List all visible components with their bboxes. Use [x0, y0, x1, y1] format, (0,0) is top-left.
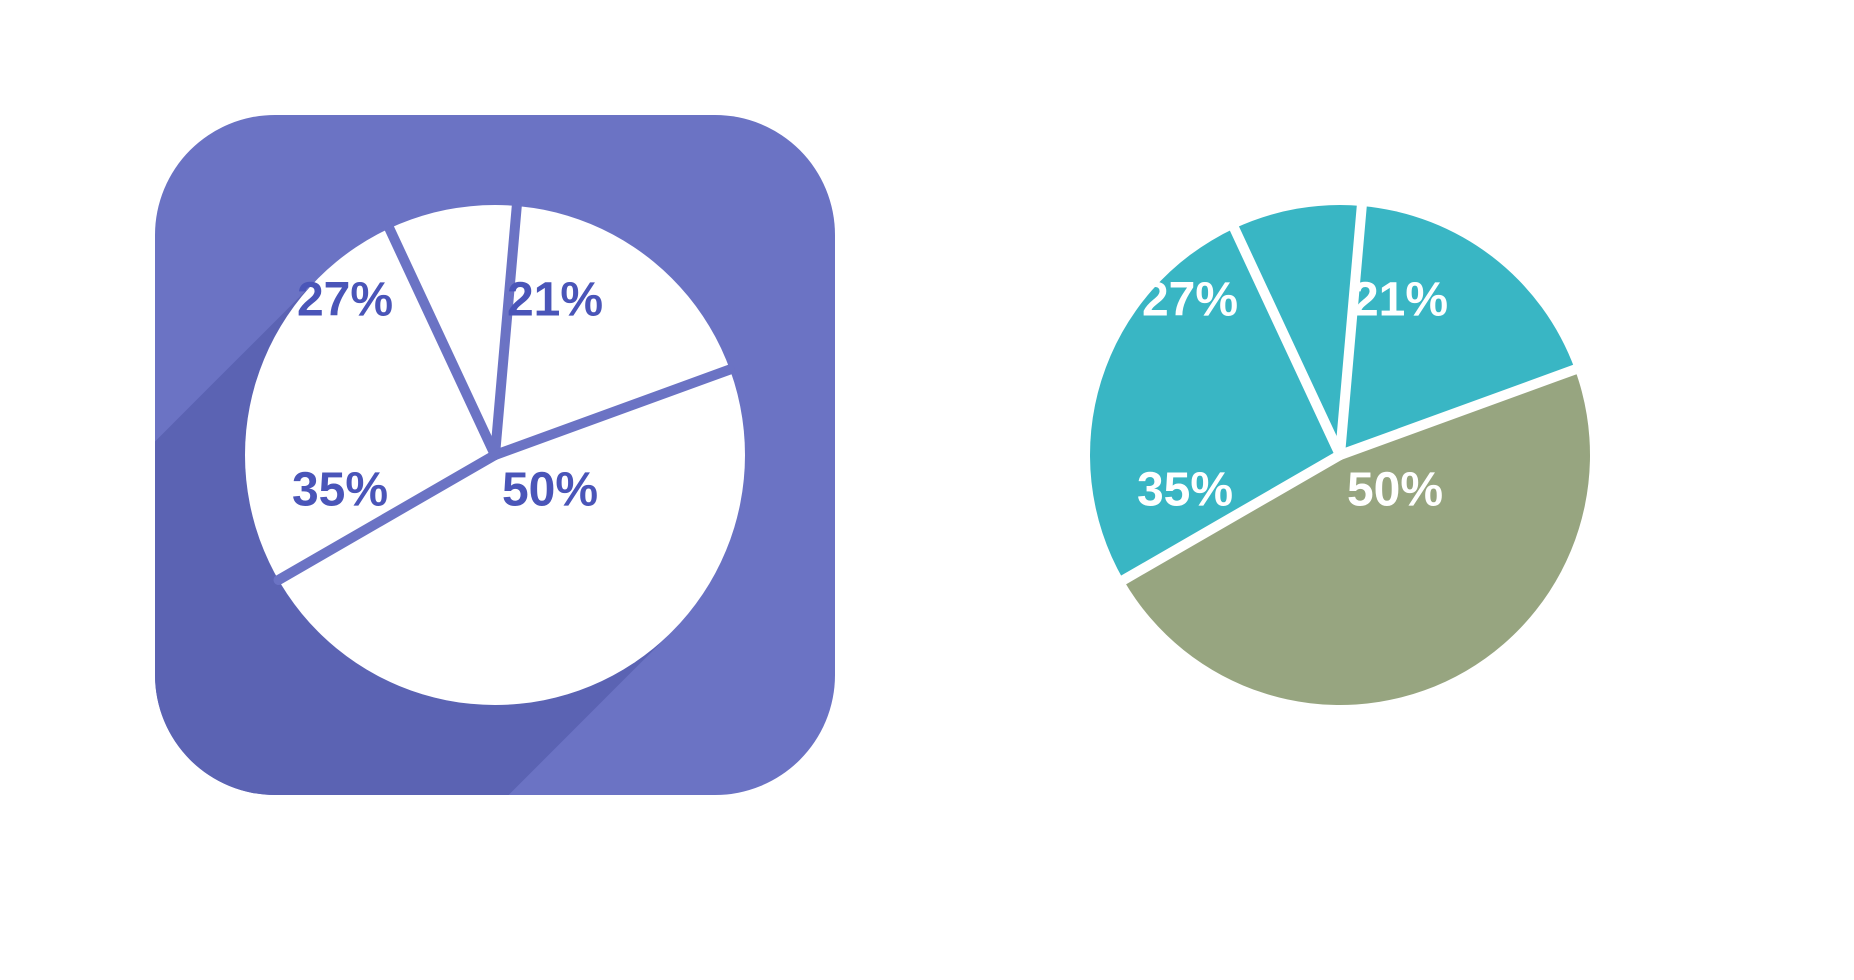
canvas: 21% 50% 35% 27% 21% 50% 35% 27% — [0, 0, 1854, 980]
right-pie-label-1: 50% — [1347, 463, 1443, 518]
right-pie-label-3: 27% — [1142, 273, 1238, 328]
left-pie-label-0: 21% — [507, 273, 603, 328]
label-layer: 21% 50% 35% 27% 21% 50% 35% 27% — [0, 0, 1854, 980]
left-pie-label-3: 27% — [297, 273, 393, 328]
left-pie-label-1: 50% — [502, 463, 598, 518]
left-pie-label-2: 35% — [292, 463, 388, 518]
right-pie-label-0: 21% — [1352, 273, 1448, 328]
right-pie-label-2: 35% — [1137, 463, 1233, 518]
